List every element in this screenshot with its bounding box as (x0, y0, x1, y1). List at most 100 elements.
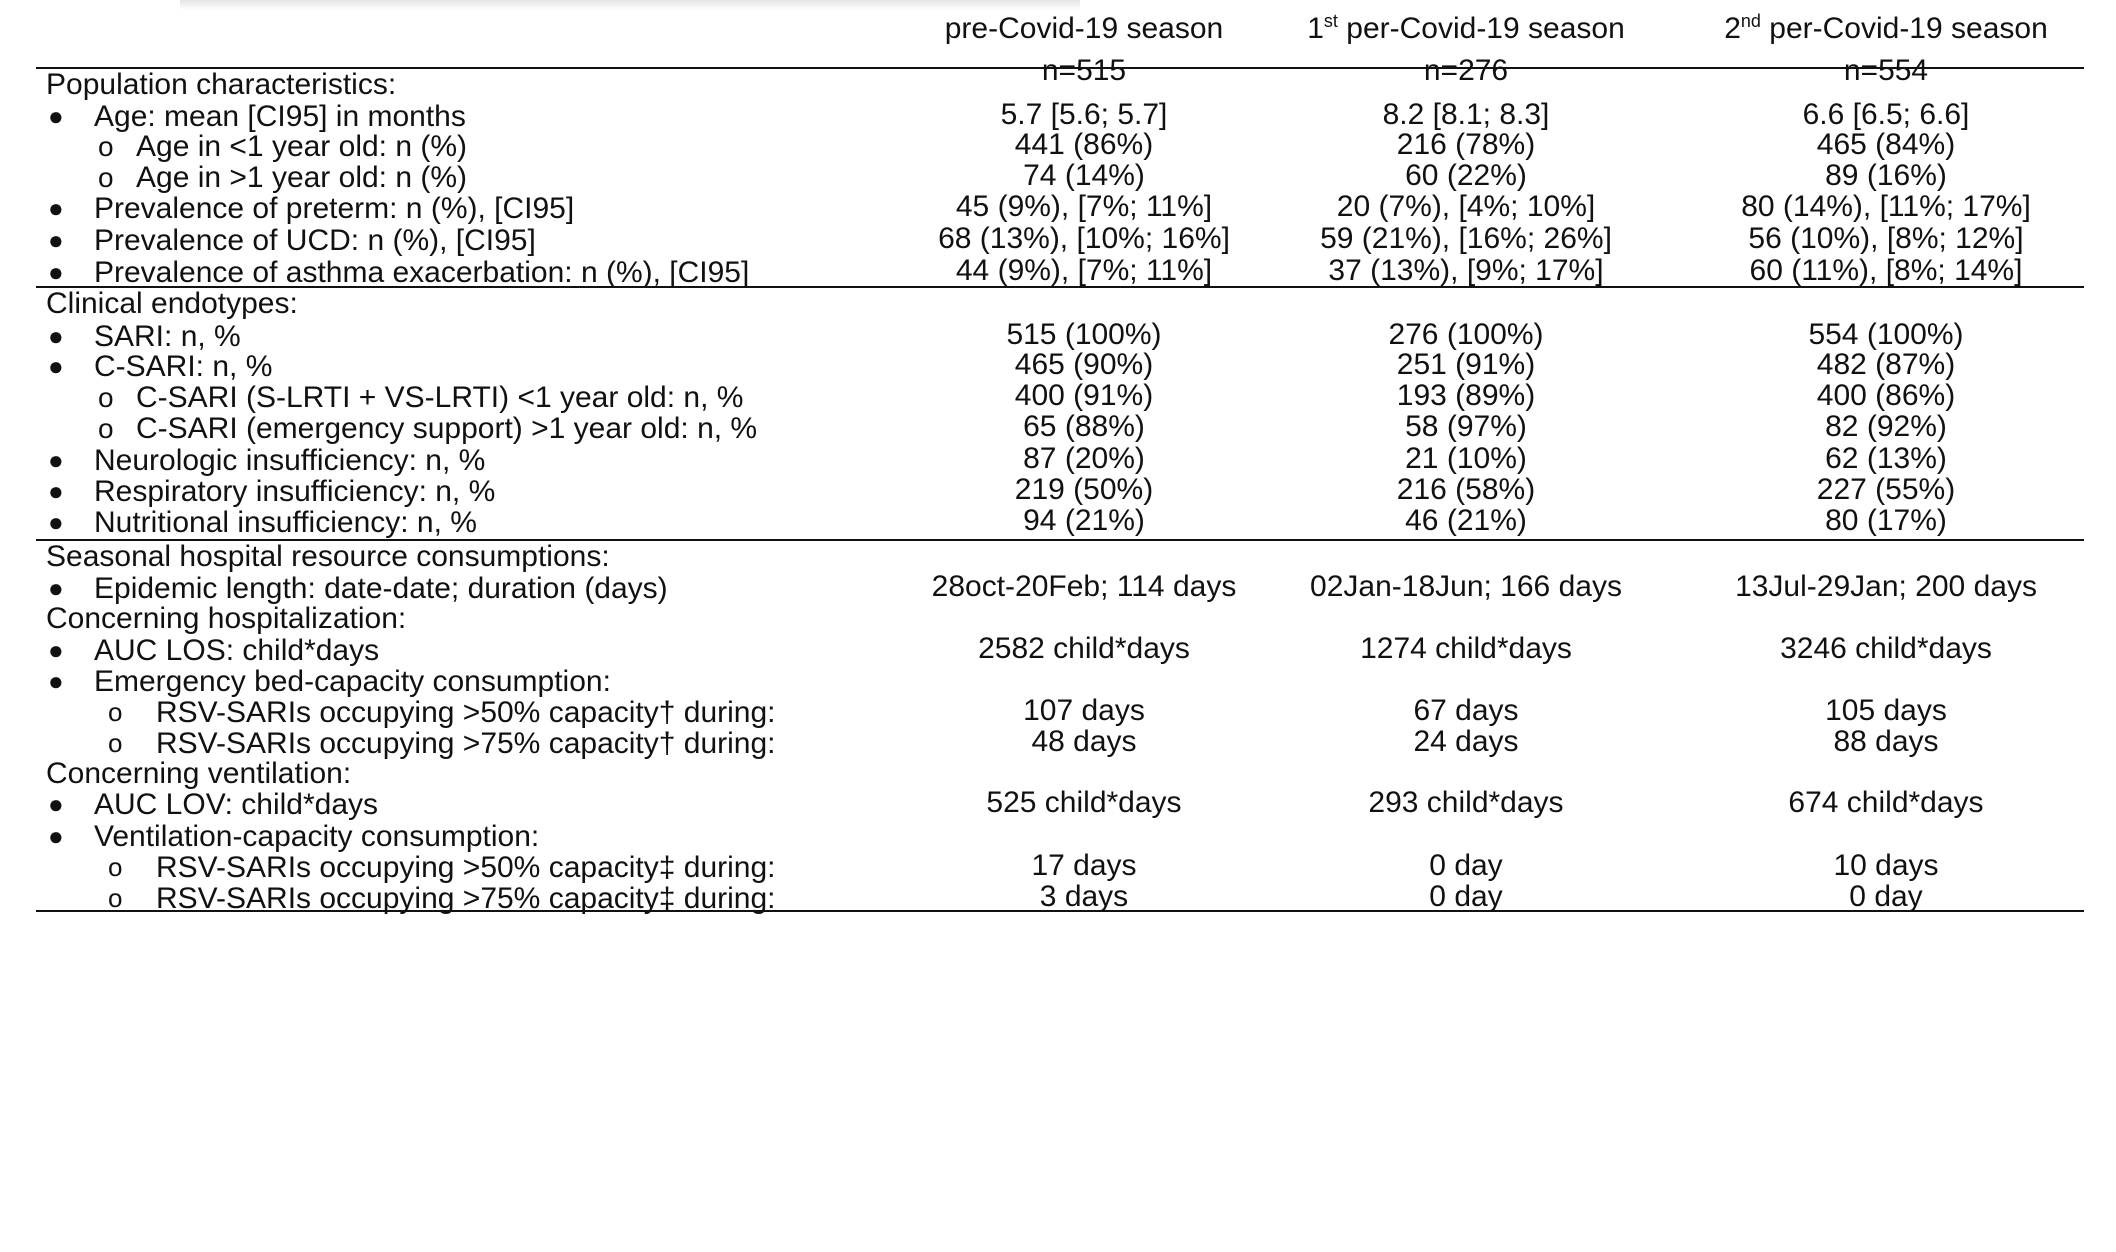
section-subheading: Concerning hospitalization: (36, 598, 2084, 639)
row-label: Clinical endotypes: (46, 287, 298, 320)
bullet-icon: ● (48, 821, 64, 851)
cell-pre-covid: 48 days (1031, 725, 1137, 758)
results-table: pre-Covid-19 season n=515 1st per-Covid-… (36, 0, 2084, 915)
row-label: Neurologic insufficiency: n, % (94, 444, 486, 477)
cell-first-per-covid: 193 (89%) (1396, 379, 1536, 412)
table-row: ● AUC LOV: child*days 525 child*days 293… (36, 784, 2084, 825)
header-pre-covid-title: pre-Covid-19 season (944, 12, 1224, 45)
cell-second-per-covid: 80 (14%), [11%; 17%] (1741, 190, 2031, 223)
bullet-icon: ● (48, 445, 64, 475)
cell-second-per-covid: 465 (84%) (1816, 128, 1956, 161)
cell-first-per-covid: 67 days (1413, 694, 1519, 727)
table-row: o RSV-SARIs occupying >50% capacity† dur… (36, 692, 2084, 733)
table-row: ● Prevalence of UCD: n (%), [CI95] 68 (1… (36, 220, 2084, 261)
table-row: ● Emergency bed-capacity consumption: (36, 661, 2084, 702)
row-label: Age in >1 year old: n (%) (136, 161, 468, 194)
cell-first-per-covid: 60 (22%) (1405, 159, 1527, 192)
table-row: o Age in >1 year old: n (%) 74 (14%) 60 … (36, 157, 2084, 198)
circle-bullet-icon: o (98, 413, 114, 444)
table-row: ● C-SARI: n, % 465 (90%) 251 (91%) 482 (… (36, 346, 2084, 387)
cell-second-per-covid: 88 days (1833, 725, 1939, 758)
cell-first-per-covid: 0 day (1429, 849, 1503, 882)
cell-second-per-covid: 89 (16%) (1825, 159, 1947, 192)
row-label: Prevalence of UCD: n (%), [CI95] (94, 224, 536, 257)
row-label: Prevalence of asthma exacerbation: n (%)… (94, 256, 750, 289)
row-label: Nutritional insufficiency: n, % (94, 506, 477, 539)
row-label: Prevalence of preterm: n (%), [CI95] (94, 192, 575, 225)
cell-pre-covid: 107 days (1023, 694, 1145, 727)
cell-pre-covid: 219 (50%) (1014, 473, 1154, 506)
cell-second-per-covid: 105 days (1825, 694, 1947, 727)
section-heading: Clinical endotypes: (36, 283, 2084, 324)
cell-second-per-covid: 10 days (1833, 849, 1939, 882)
cell-first-per-covid: 24 days (1413, 725, 1519, 758)
row-label: Concerning ventilation: (46, 757, 352, 790)
cell-pre-covid: 5.7 [5.6; 5.7] (1000, 98, 1168, 131)
cell-first-per-covid: 59 (21%), [16%; 26%] (1320, 222, 1612, 255)
bullet-icon: ● (48, 193, 64, 223)
cell-pre-covid: 87 (20%) (1023, 442, 1145, 475)
row-label: Emergency bed-capacity consumption: (94, 665, 611, 698)
cell-first-per-covid: 216 (58%) (1396, 473, 1536, 506)
row-label: Population characteristics: (46, 68, 397, 101)
table-row: ● Nutritional insufficiency: n, % 94 (21… (36, 502, 2084, 543)
bullet-icon: ● (48, 573, 64, 603)
cell-second-per-covid: 62 (13%) (1825, 442, 1947, 475)
cell-first-per-covid: 58 (97%) (1405, 410, 1527, 443)
table-row: o RSV-SARIs occupying >50% capacity‡ dur… (36, 847, 2084, 888)
cell-pre-covid: 65 (88%) (1023, 410, 1145, 443)
cell-first-per-covid: 46 (21%) (1405, 504, 1527, 537)
cell-pre-covid: 441 (86%) (1014, 128, 1154, 161)
section-rule-resources (36, 539, 2084, 541)
cell-pre-covid: 28oct-20Feb; 114 days (931, 570, 1237, 603)
cell-second-per-covid: 6.6 [6.5; 6.6] (1802, 98, 1970, 131)
header-first-per-covid: 1st per-Covid-19 season n=276 (1286, 8, 1646, 92)
cell-second-per-covid: 674 child*days (1788, 786, 1984, 819)
cell-pre-covid: 515 (100%) (1006, 318, 1162, 351)
cell-first-per-covid: 293 child*days (1368, 786, 1564, 819)
table-row: o C-SARI (emergency support) >1 year old… (36, 408, 2084, 449)
header-second-sup: nd (1740, 11, 1761, 31)
bullet-icon: ● (48, 789, 64, 819)
bottom-rule (36, 910, 2084, 912)
table-row: ● Prevalence of preterm: n (%), [CI95] 4… (36, 188, 2084, 229)
row-label: C-SARI (emergency support) >1 year old: … (136, 412, 758, 445)
bullet-icon: ● (48, 257, 64, 287)
row-label: SARI: n, % (94, 320, 241, 353)
cell-first-per-covid: 216 (78%) (1396, 128, 1536, 161)
cell-second-per-covid: 400 (86%) (1816, 379, 1956, 412)
table-row: ● AUC LOS: child*days 2582 child*days 12… (36, 630, 2084, 671)
table-row: ● Prevalence of asthma exacerbation: n (… (36, 252, 2084, 293)
header-second-per-covid: 2nd per-Covid-19 season n=554 (1706, 8, 2066, 92)
cell-pre-covid: 17 days (1031, 849, 1137, 882)
header-first-per-covid-title: 1st per-Covid-19 season (1286, 8, 1646, 50)
table-row: o RSV-SARIs occupying >75% capacity† dur… (36, 723, 2084, 764)
section-heading: Seasonal hospital resource consumptions: (36, 536, 2084, 577)
header-second-num: 2 (1724, 12, 1741, 45)
cell-pre-covid: 45 (9%), [7%; 11%] (955, 190, 1213, 223)
cell-first-per-covid: 0 day (1429, 880, 1503, 913)
circle-bullet-icon: o (108, 883, 123, 913)
cell-second-per-covid: 554 (100%) (1808, 318, 1964, 351)
circle-bullet-icon: o (98, 382, 114, 413)
row-label: RSV-SARIs occupying >75% capacity† durin… (156, 727, 776, 760)
circle-bullet-icon: o (98, 162, 114, 193)
bullet-icon: ● (48, 351, 64, 381)
circle-bullet-icon: o (108, 728, 123, 758)
cell-first-per-covid: 251 (91%) (1396, 348, 1536, 381)
bullet-icon: ● (48, 507, 64, 537)
table-header: pre-Covid-19 season n=515 1st per-Covid-… (36, 0, 2084, 92)
circle-bullet-icon: o (108, 852, 123, 882)
cell-pre-covid: 94 (21%) (1023, 504, 1145, 537)
bullet-icon: ● (48, 666, 64, 696)
row-label: AUC LOV: child*days (94, 788, 379, 821)
row-label: Concerning hospitalization: (46, 602, 407, 635)
cell-second-per-covid: 13Jul-29Jan; 200 days (1735, 570, 2037, 603)
cell-first-per-covid: 37 (13%), [9%; 17%] (1328, 254, 1604, 287)
row-label: Epidemic length: date-date; duration (da… (94, 572, 668, 605)
cell-second-per-covid: 60 (11%), [8%; 14%] (1749, 254, 2023, 287)
header-second-per-covid-n: n=554 (1843, 54, 1929, 87)
row-label: Respiratory insufficiency: n, % (94, 475, 496, 508)
cell-second-per-covid: 227 (55%) (1816, 473, 1956, 506)
cell-first-per-covid: 20 (7%), [4%; 10%] (1336, 190, 1596, 223)
